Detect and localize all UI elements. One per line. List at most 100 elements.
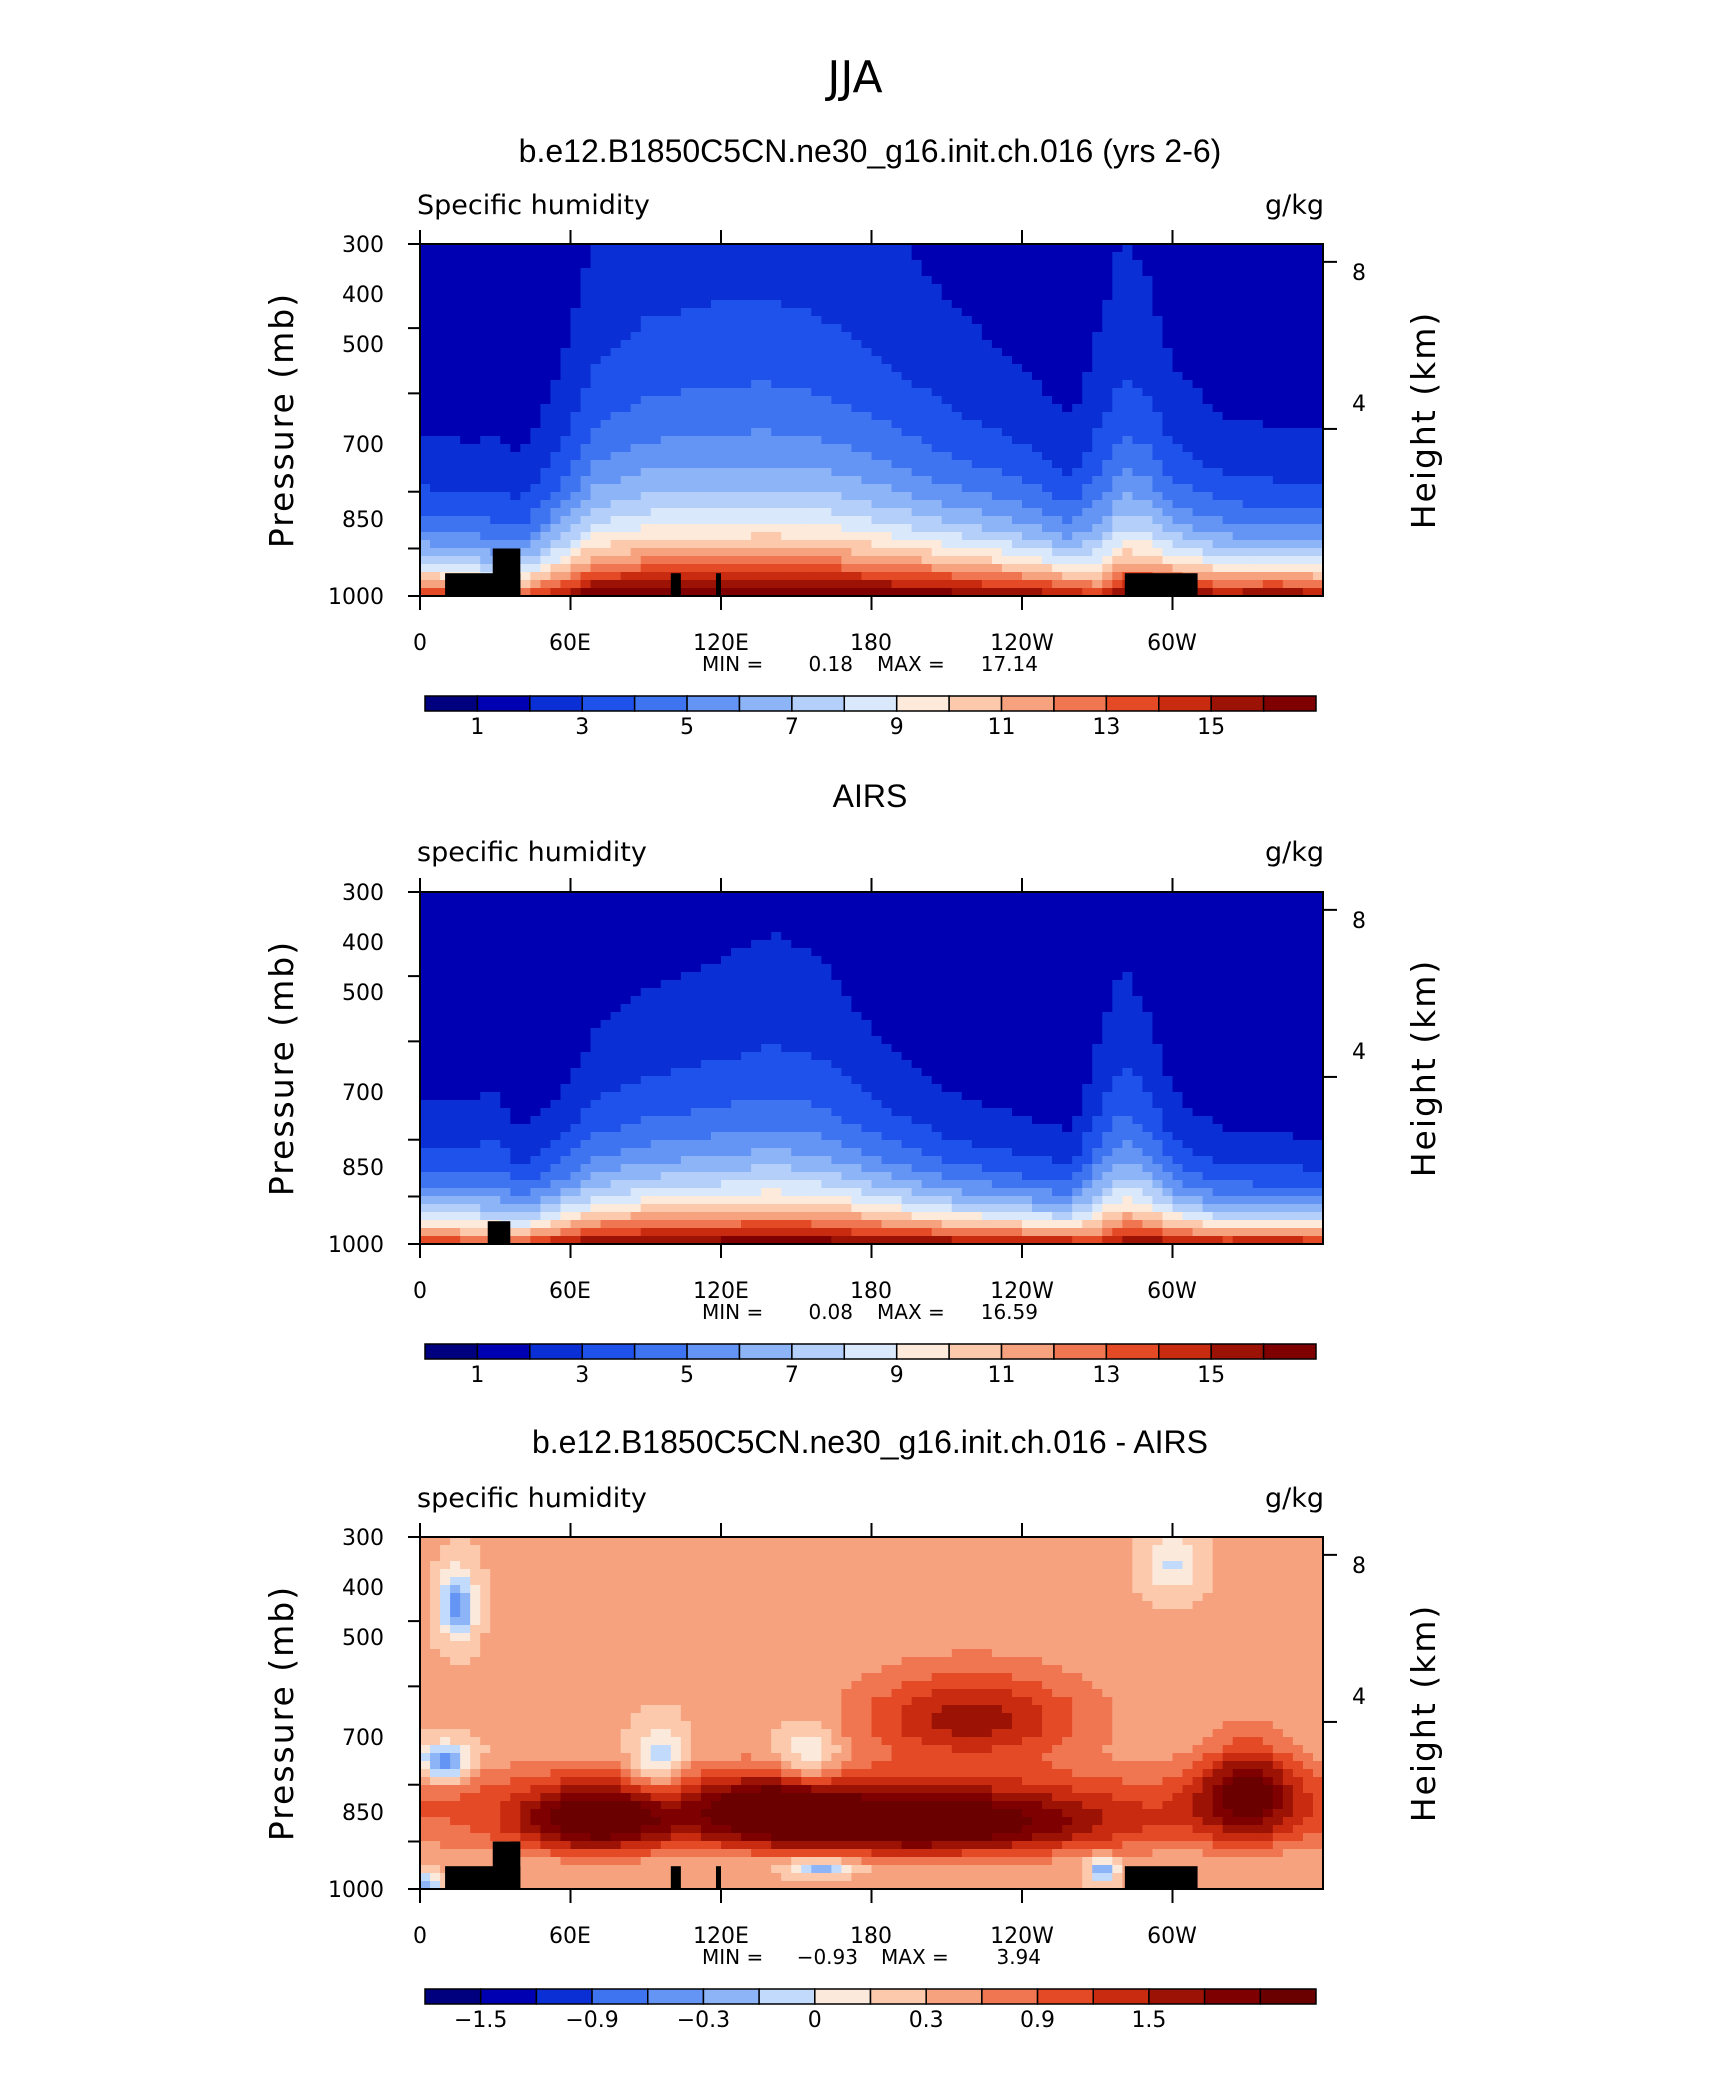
heatmap-cell	[540, 972, 552, 981]
heatmap-cell	[1022, 332, 1033, 341]
heatmap-cell	[430, 516, 441, 525]
heatmap-cell	[751, 484, 762, 493]
heatmap-cell	[510, 372, 521, 381]
heatmap-cell	[841, 956, 853, 965]
heatmap-cell	[831, 516, 842, 525]
heatmap-cell	[811, 932, 822, 941]
heatmap-cell	[480, 484, 491, 493]
heatmap-cell	[721, 564, 732, 573]
heatmap-cell	[841, 940, 853, 949]
heatmap-cell	[1212, 252, 1224, 261]
heatmap-cell	[801, 316, 812, 325]
heatmap-cell	[1232, 340, 1244, 349]
heatmap-cell	[1262, 340, 1274, 349]
heatmap-cell	[540, 932, 552, 941]
heatmap-cell	[941, 540, 953, 549]
heatmap-cell	[1102, 428, 1113, 437]
heatmap-cell	[1142, 372, 1154, 381]
heatmap-cell	[500, 500, 511, 509]
heatmap-cell	[520, 356, 531, 365]
heatmap-cell	[640, 948, 652, 957]
heatmap-cell	[440, 532, 451, 541]
heatmap-cell	[1082, 436, 1093, 445]
heatmap-cell	[710, 404, 722, 413]
heatmap-cell	[821, 276, 832, 285]
heatmap-cell	[510, 540, 521, 549]
heatmap-cell	[1182, 244, 1194, 253]
heatmap-cell	[470, 972, 481, 981]
heatmap-cell	[1072, 964, 1083, 973]
heatmap-cell	[821, 292, 832, 301]
heatmap-cell	[550, 892, 562, 901]
heatmap-cell	[420, 284, 431, 293]
heatmap-cell	[1162, 468, 1174, 477]
heatmap-cell	[821, 932, 832, 941]
heatmap-cell	[1172, 252, 1184, 261]
heatmap-cell	[1112, 308, 1123, 317]
heatmap-cell	[991, 524, 1003, 533]
heatmap-cell	[1302, 556, 1314, 565]
heatmap-cell	[811, 460, 822, 469]
heatmap-cell	[1302, 476, 1314, 485]
heatmap-cell	[871, 572, 883, 581]
heatmap-cell	[1022, 588, 1033, 597]
heatmap-cell	[560, 916, 572, 925]
heatmap-cell	[570, 580, 582, 589]
heatmap-cell	[490, 340, 501, 349]
heatmap-cell	[490, 452, 501, 461]
heatmap-cell	[1032, 556, 1043, 565]
heatmap-cell	[550, 556, 562, 565]
heatmap-cell	[600, 396, 612, 405]
heatmap-cell	[1032, 292, 1043, 301]
heatmap-cell	[761, 524, 772, 533]
heatmap-cell	[1011, 924, 1023, 933]
heatmap-cell	[500, 436, 511, 445]
heatmap-cell	[841, 420, 853, 429]
heatmap-cell	[751, 900, 762, 909]
heatmap-cell	[991, 316, 1003, 325]
heatmap-cell	[610, 892, 622, 901]
heatmap-cell	[811, 452, 822, 461]
heatmap-cell	[1082, 492, 1093, 501]
heatmap-cell	[1272, 412, 1284, 421]
heatmap-cell	[761, 444, 772, 453]
heatmap-cell	[1052, 532, 1063, 541]
heatmap-cell	[640, 892, 652, 901]
heatmap-cell	[991, 508, 1003, 517]
heatmap-cell	[1112, 492, 1123, 501]
heatmap-cell	[931, 484, 943, 493]
heatmap-cell	[580, 316, 592, 325]
heatmap-cell	[1152, 300, 1164, 309]
heatmap-cell	[550, 900, 562, 909]
heatmap-cell	[1142, 276, 1154, 285]
heatmap-cell	[981, 492, 993, 501]
heatmap-cell	[1102, 932, 1113, 941]
heatmap-cell	[660, 444, 672, 453]
heatmap-cell	[690, 276, 702, 285]
heatmap-cell	[1172, 332, 1184, 341]
heatmap-cell	[1142, 892, 1154, 901]
heatmap-cell	[1222, 308, 1234, 317]
heatmap-cell	[801, 412, 812, 421]
heatmap-cell	[911, 364, 923, 373]
heatmap-cell	[931, 372, 943, 381]
heatmap-cell	[721, 364, 732, 373]
heatmap-cell	[871, 500, 883, 509]
heatmap-cell	[440, 380, 451, 389]
heatmap-cell	[1272, 340, 1284, 349]
heatmap-cell	[901, 292, 913, 301]
heatmap-cell	[1262, 372, 1274, 381]
heatmap-cell	[831, 284, 842, 293]
heatmap-cell	[540, 588, 552, 597]
heatmap-cell	[620, 932, 632, 941]
heatmap-cell	[460, 492, 471, 501]
heatmap-cell	[570, 468, 582, 477]
heatmap-cell	[961, 348, 973, 357]
heatmap-cell	[1112, 332, 1123, 341]
heatmap-cell	[1292, 332, 1304, 341]
heatmap-cell	[1122, 364, 1133, 373]
panel-model-heatmap-cells	[420, 244, 1324, 597]
heatmap-cell	[1292, 380, 1304, 389]
heatmap-cell	[1202, 916, 1214, 925]
heatmap-cell	[941, 556, 953, 565]
